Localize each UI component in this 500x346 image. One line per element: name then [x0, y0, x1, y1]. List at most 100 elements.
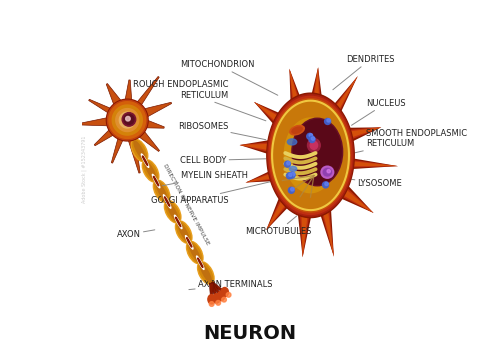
Ellipse shape — [174, 215, 182, 229]
Ellipse shape — [308, 138, 320, 152]
Polygon shape — [290, 69, 300, 106]
Ellipse shape — [198, 262, 214, 284]
Text: AXON TERMINALS: AXON TERMINALS — [189, 280, 272, 290]
Circle shape — [288, 187, 294, 193]
Ellipse shape — [290, 166, 296, 171]
Polygon shape — [109, 102, 146, 138]
Ellipse shape — [310, 141, 318, 149]
Circle shape — [284, 161, 290, 167]
Ellipse shape — [132, 139, 148, 162]
Polygon shape — [266, 195, 290, 230]
Text: MICROTUBULES: MICROTUBULES — [246, 216, 312, 236]
Polygon shape — [246, 171, 276, 183]
Polygon shape — [240, 144, 273, 151]
Polygon shape — [94, 128, 116, 146]
Polygon shape — [254, 102, 285, 127]
Polygon shape — [142, 102, 172, 118]
Text: GOLGI APPARATUS: GOLGI APPARATUS — [150, 181, 272, 205]
Polygon shape — [137, 129, 160, 152]
Polygon shape — [302, 209, 308, 257]
Text: AXON: AXON — [116, 230, 155, 239]
Polygon shape — [348, 158, 398, 169]
Ellipse shape — [166, 201, 179, 222]
Polygon shape — [314, 67, 319, 102]
Ellipse shape — [167, 202, 178, 221]
Polygon shape — [290, 69, 302, 107]
Ellipse shape — [142, 156, 148, 165]
Text: DIRECTION OF NERVE IMPULSE: DIRECTION OF NERVE IMPULSE — [162, 164, 210, 246]
Ellipse shape — [290, 126, 304, 135]
Polygon shape — [112, 105, 142, 135]
Ellipse shape — [154, 180, 170, 202]
Polygon shape — [272, 101, 348, 209]
Polygon shape — [108, 100, 147, 140]
Polygon shape — [210, 283, 214, 299]
Ellipse shape — [198, 263, 213, 283]
Text: MYELIN SHEATH: MYELIN SHEATH — [157, 171, 248, 187]
Polygon shape — [330, 76, 357, 116]
Ellipse shape — [292, 127, 302, 133]
Ellipse shape — [142, 154, 149, 167]
Polygon shape — [270, 99, 350, 212]
Polygon shape — [116, 109, 138, 131]
Polygon shape — [332, 76, 357, 114]
Ellipse shape — [152, 174, 160, 188]
Polygon shape — [332, 76, 357, 115]
Text: ROUGH ENDOPLASMIC
RETICULUM: ROUGH ENDOPLASMIC RETICULUM — [132, 80, 266, 121]
Polygon shape — [310, 67, 322, 102]
Ellipse shape — [164, 201, 181, 223]
Text: MITOCHONDRION: MITOCHONDRION — [180, 60, 278, 95]
Text: NEURON: NEURON — [204, 324, 296, 343]
Polygon shape — [266, 196, 289, 230]
Text: CELL BODY: CELL BODY — [180, 156, 266, 165]
Polygon shape — [337, 185, 374, 213]
Ellipse shape — [226, 292, 231, 297]
Polygon shape — [266, 193, 292, 230]
Circle shape — [286, 162, 290, 165]
Ellipse shape — [164, 195, 171, 208]
Circle shape — [288, 173, 292, 176]
Circle shape — [309, 136, 315, 143]
Ellipse shape — [124, 115, 134, 125]
Ellipse shape — [221, 288, 228, 297]
Circle shape — [327, 119, 330, 122]
Circle shape — [286, 173, 292, 179]
Ellipse shape — [222, 297, 226, 302]
Circle shape — [324, 118, 330, 125]
Ellipse shape — [210, 302, 214, 306]
Polygon shape — [210, 282, 222, 297]
Ellipse shape — [132, 140, 146, 161]
Ellipse shape — [142, 160, 159, 182]
Ellipse shape — [176, 221, 192, 243]
Polygon shape — [344, 127, 382, 143]
Circle shape — [306, 133, 313, 139]
Ellipse shape — [208, 294, 216, 304]
Ellipse shape — [122, 112, 136, 126]
Ellipse shape — [156, 182, 167, 201]
Polygon shape — [210, 282, 226, 293]
Text: NUCLEUS: NUCLEUS — [352, 99, 406, 125]
Ellipse shape — [144, 161, 158, 181]
Ellipse shape — [164, 197, 170, 206]
Ellipse shape — [288, 139, 296, 145]
Ellipse shape — [200, 264, 211, 282]
Circle shape — [312, 137, 314, 140]
Polygon shape — [290, 69, 299, 106]
Ellipse shape — [198, 258, 203, 267]
Polygon shape — [78, 117, 110, 126]
Polygon shape — [269, 97, 352, 215]
Polygon shape — [268, 95, 353, 216]
Polygon shape — [106, 84, 122, 107]
Text: LYSOSOME: LYSOSOME — [342, 178, 402, 189]
Ellipse shape — [186, 242, 203, 264]
Polygon shape — [246, 173, 276, 183]
Text: Adobe Stock | #152343791: Adobe Stock | #152343791 — [82, 135, 87, 202]
Polygon shape — [254, 102, 284, 125]
Polygon shape — [128, 136, 140, 173]
Ellipse shape — [196, 256, 204, 270]
Polygon shape — [240, 139, 274, 155]
Ellipse shape — [321, 166, 334, 178]
Polygon shape — [120, 112, 135, 128]
Polygon shape — [254, 102, 282, 124]
Polygon shape — [106, 99, 148, 141]
